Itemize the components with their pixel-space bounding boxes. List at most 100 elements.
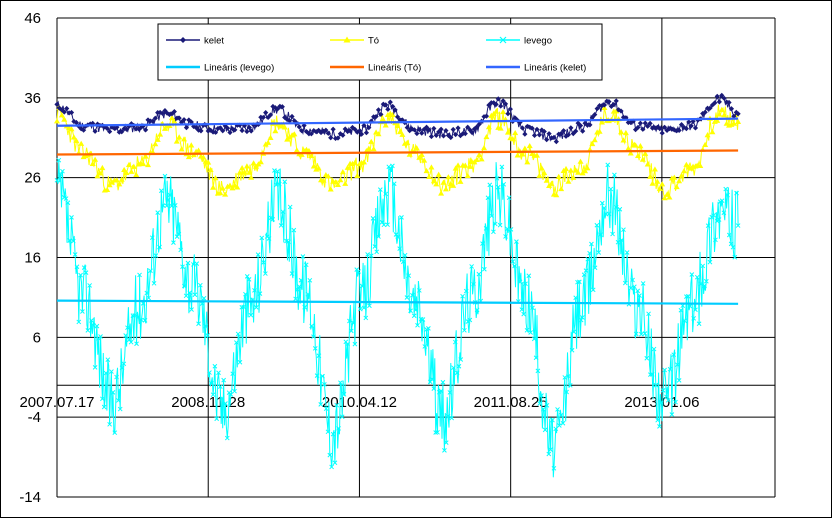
point-marker bbox=[142, 153, 149, 159]
point-marker bbox=[566, 373, 571, 379]
point-marker bbox=[276, 181, 282, 187]
point-marker bbox=[512, 129, 519, 136]
point-marker bbox=[455, 162, 462, 168]
point-marker bbox=[560, 420, 566, 426]
point-marker bbox=[361, 122, 367, 129]
point-marker bbox=[493, 101, 499, 107]
point-marker bbox=[176, 115, 182, 121]
point-marker bbox=[418, 151, 425, 158]
point-marker bbox=[462, 131, 468, 137]
point-marker bbox=[548, 135, 555, 141]
point-marker bbox=[69, 215, 74, 220]
point-marker bbox=[568, 125, 574, 131]
series-group bbox=[54, 92, 742, 478]
point-marker bbox=[492, 221, 498, 227]
point-marker bbox=[123, 169, 130, 176]
point-marker bbox=[223, 401, 228, 406]
point-marker bbox=[447, 390, 453, 395]
point-marker bbox=[544, 137, 550, 143]
point-marker bbox=[274, 106, 281, 112]
point-marker bbox=[483, 226, 489, 231]
point-marker bbox=[263, 110, 269, 116]
point-marker bbox=[363, 130, 369, 136]
point-marker bbox=[212, 129, 219, 135]
point-marker bbox=[449, 415, 455, 421]
point-marker bbox=[526, 273, 532, 279]
point-marker bbox=[116, 181, 123, 187]
point-marker bbox=[669, 126, 675, 132]
point-marker bbox=[481, 145, 488, 151]
point-marker bbox=[106, 182, 113, 188]
point-marker bbox=[628, 119, 634, 126]
point-marker bbox=[548, 447, 553, 452]
point-marker bbox=[550, 417, 555, 423]
point-marker bbox=[440, 179, 447, 185]
point-marker bbox=[341, 391, 347, 397]
point-marker bbox=[500, 108, 507, 115]
y-tick-label: -14 bbox=[19, 489, 41, 506]
point-marker bbox=[345, 341, 351, 347]
point-marker bbox=[426, 326, 431, 331]
point-marker bbox=[65, 200, 71, 206]
point-marker bbox=[443, 127, 449, 134]
point-marker bbox=[442, 186, 449, 192]
point-marker bbox=[78, 126, 84, 132]
point-marker bbox=[635, 288, 641, 294]
point-marker bbox=[56, 157, 62, 163]
point-marker bbox=[590, 287, 596, 293]
point-marker bbox=[456, 363, 462, 369]
point-marker bbox=[453, 131, 459, 138]
point-marker bbox=[375, 107, 382, 113]
point-marker bbox=[411, 127, 418, 133]
legend-marker bbox=[499, 36, 507, 44]
point-marker bbox=[653, 382, 659, 388]
point-marker bbox=[587, 250, 592, 256]
point-marker bbox=[639, 156, 646, 162]
point-marker bbox=[709, 129, 716, 135]
point-marker bbox=[517, 279, 523, 285]
point-marker bbox=[454, 370, 460, 376]
point-marker bbox=[320, 373, 325, 379]
point-marker bbox=[226, 182, 233, 188]
point-marker bbox=[413, 145, 420, 151]
point-marker bbox=[352, 341, 358, 347]
point-marker bbox=[589, 140, 596, 147]
point-marker bbox=[570, 174, 577, 180]
point-marker bbox=[205, 333, 210, 338]
point-marker bbox=[347, 128, 353, 134]
point-marker bbox=[541, 128, 547, 135]
point-marker bbox=[244, 273, 250, 279]
point-marker bbox=[599, 119, 606, 125]
point-marker bbox=[404, 139, 411, 146]
point-marker bbox=[100, 396, 105, 402]
point-marker bbox=[735, 223, 741, 228]
point-marker bbox=[305, 291, 311, 297]
point-marker bbox=[307, 277, 313, 283]
trend-line bbox=[56, 117, 739, 127]
point-marker bbox=[533, 152, 540, 158]
point-marker bbox=[583, 268, 589, 274]
point-marker bbox=[637, 143, 644, 149]
point-marker bbox=[99, 164, 106, 171]
point-marker bbox=[81, 265, 87, 271]
point-marker bbox=[267, 134, 274, 140]
point-marker bbox=[585, 256, 591, 262]
point-marker bbox=[232, 127, 238, 133]
point-marker bbox=[367, 303, 372, 309]
point-marker bbox=[345, 128, 351, 135]
point-marker bbox=[356, 269, 361, 274]
point-marker bbox=[445, 414, 451, 419]
point-marker bbox=[167, 192, 173, 198]
point-marker bbox=[664, 191, 671, 197]
point-marker bbox=[539, 393, 544, 398]
point-marker bbox=[465, 124, 471, 130]
point-marker bbox=[114, 374, 119, 380]
point-marker bbox=[463, 288, 469, 294]
point-marker bbox=[534, 126, 540, 133]
point-marker bbox=[599, 200, 605, 206]
point-marker bbox=[68, 126, 75, 132]
point-marker bbox=[730, 120, 737, 126]
point-marker bbox=[217, 125, 223, 131]
point-marker bbox=[372, 244, 378, 249]
point-marker bbox=[390, 103, 396, 110]
